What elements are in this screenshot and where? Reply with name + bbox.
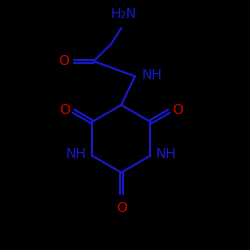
Text: O: O — [59, 103, 70, 117]
Text: NH: NH — [66, 147, 86, 162]
Text: NH: NH — [156, 147, 177, 162]
Text: O: O — [58, 54, 69, 68]
Text: H₂N: H₂N — [110, 7, 137, 21]
Text: NH: NH — [141, 68, 162, 82]
Text: O: O — [173, 103, 184, 117]
Text: O: O — [116, 201, 127, 215]
